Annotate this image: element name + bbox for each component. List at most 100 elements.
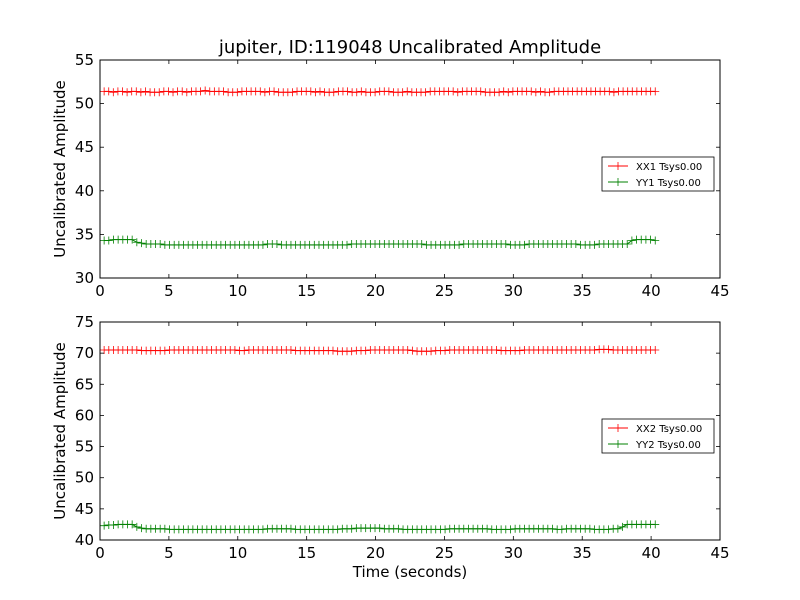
data-point [141, 87, 150, 96]
data-point [109, 88, 118, 97]
series-2 [100, 520, 660, 534]
data-point [258, 240, 267, 249]
y-tick-label: 50 [75, 95, 94, 113]
data-point [258, 525, 267, 534]
plot-frame [99, 321, 721, 541]
data-point [441, 525, 450, 534]
data-point [352, 88, 361, 97]
data-point [329, 88, 338, 97]
data-point [164, 87, 173, 96]
data-point [343, 87, 352, 96]
data-point [128, 520, 137, 529]
data-point [128, 235, 137, 244]
data-point [100, 521, 109, 530]
data-point [333, 525, 342, 534]
data-point [311, 88, 320, 97]
x-tick-label: 40 [642, 282, 661, 300]
data-point [155, 88, 164, 97]
data-point [196, 87, 205, 96]
data-point [288, 88, 297, 97]
x-tick-label: 30 [504, 282, 523, 300]
plot-frame [99, 59, 721, 279]
data-point [548, 524, 557, 533]
data-point [109, 521, 118, 530]
data-point [590, 240, 599, 249]
data-point [618, 522, 627, 531]
data-point [347, 524, 356, 533]
y-tick-label: 55 [75, 438, 94, 456]
y-tick-label: 40 [75, 182, 94, 200]
legend-label: YY1 Tsys0.00 [635, 178, 701, 189]
data-point [240, 346, 249, 355]
data-point [286, 346, 295, 355]
data-point [270, 87, 279, 96]
data-point [160, 524, 169, 533]
data-point [455, 240, 464, 249]
series-1 [100, 86, 660, 97]
y-tick-label: 50 [75, 469, 94, 487]
x-tick-label: 15 [297, 282, 316, 300]
legend-label: XX1 Tsys0.00 [636, 162, 702, 173]
x-tick-label: 5 [164, 282, 174, 300]
x-tick-label: 0 [95, 282, 105, 300]
data-point [132, 87, 141, 96]
data-point [357, 87, 366, 96]
legend: XX2 Tsys0.00 YY2 Tsys0.00 [601, 418, 715, 454]
data-point [605, 87, 614, 96]
x-tick-label: 5 [164, 544, 174, 562]
data-point [483, 524, 492, 533]
data-point [515, 346, 524, 355]
data-point [604, 525, 613, 534]
series-2 [100, 235, 660, 249]
legend: XX1 Tsys0.00 YY1 Tsys0.00 [601, 156, 715, 192]
x-tick-label: 20 [366, 544, 385, 562]
x-tick-label: 10 [228, 282, 247, 300]
data-point [590, 346, 599, 355]
data-point [104, 87, 113, 96]
data-point [403, 87, 412, 96]
data-point [651, 520, 660, 529]
data-point [520, 240, 529, 249]
data-point [417, 239, 426, 248]
data-point [230, 346, 239, 355]
data-point [504, 88, 513, 97]
data-point [585, 524, 594, 533]
x-tick-label: 15 [297, 544, 316, 562]
data-point [441, 346, 450, 355]
data-point [371, 88, 380, 97]
x-tick-label: 40 [642, 544, 661, 562]
x-tick-label: 25 [435, 282, 454, 300]
data-point [531, 88, 540, 97]
x-tick-label: 0 [95, 544, 105, 562]
data-point [536, 87, 545, 96]
x-tick-label: 45 [710, 544, 729, 562]
x-tick-label: 45 [710, 282, 729, 300]
x-tick-label: 20 [366, 282, 385, 300]
data-point [132, 346, 141, 355]
x-tick-label: 10 [228, 544, 247, 562]
data-point [545, 88, 554, 97]
data-point [132, 522, 141, 531]
data-point [272, 239, 281, 248]
data-point [306, 87, 315, 96]
data-point [527, 87, 536, 96]
legend-label: XX2 Tsys0.00 [636, 424, 702, 435]
y-tick-label: 40 [75, 531, 94, 549]
data-point [375, 524, 384, 533]
data-point [492, 346, 501, 355]
data-point [137, 524, 146, 533]
data-point [118, 87, 127, 96]
y-tick-label: 45 [75, 500, 94, 518]
y-tick-label: 45 [75, 138, 94, 156]
x-tick-label: 35 [573, 282, 592, 300]
legend-marker [614, 178, 622, 186]
y-tick-label: 55 [75, 51, 94, 69]
x-tick-label: 25 [435, 544, 454, 562]
data-point [506, 525, 515, 534]
y-tick-label: 35 [75, 225, 94, 243]
data-point [609, 88, 618, 97]
data-point [328, 346, 337, 355]
y-tick-label: 60 [75, 406, 94, 424]
data-point [343, 240, 351, 249]
